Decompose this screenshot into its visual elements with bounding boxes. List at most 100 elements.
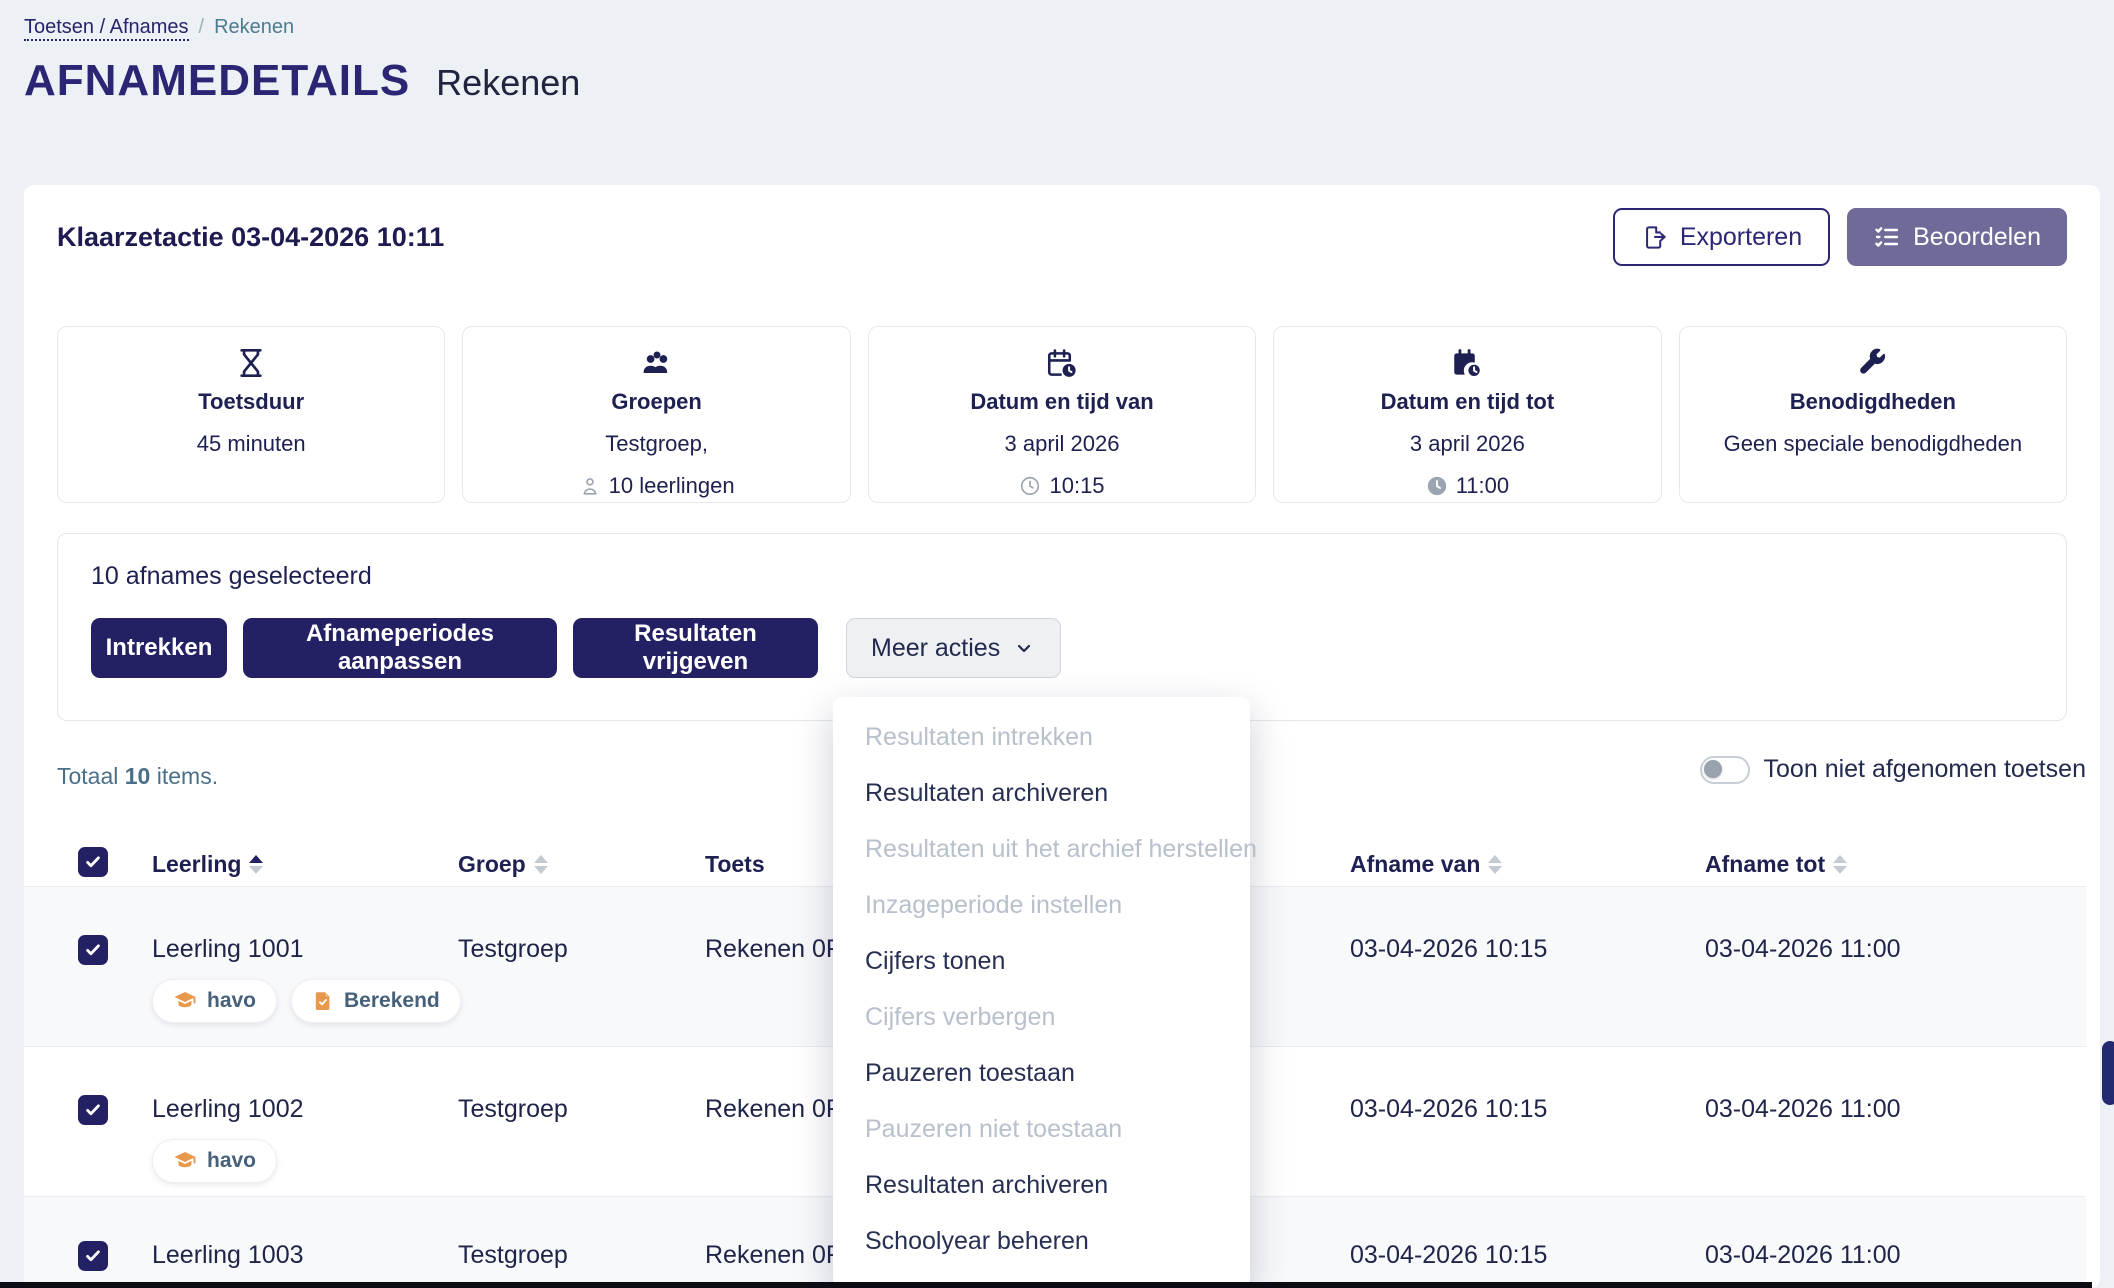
users-icon bbox=[463, 347, 849, 381]
clock-icon bbox=[1019, 475, 1041, 497]
row-checkbox[interactable] bbox=[78, 1095, 108, 1125]
info-card-value: 3 april 2026 bbox=[1409, 431, 1525, 456]
review-button-label: Beoordelen bbox=[1913, 222, 2041, 251]
toggle-knob bbox=[1703, 759, 1722, 778]
document-check-icon bbox=[312, 990, 334, 1012]
calendar-clock-icon bbox=[869, 347, 1255, 381]
afname-van-cell: 03-04-2026 10:15 bbox=[1350, 935, 1548, 963]
info-card-toetsduur: Toetsduur 45 minuten bbox=[57, 326, 446, 503]
breadcrumb-link-toetsen-afnames[interactable]: Toetsen / Afnames bbox=[24, 16, 189, 41]
berekend-badge: Berekend bbox=[291, 979, 461, 1023]
show-not-taken-toggle-row: Toon niet afgenomen toetsen bbox=[1699, 755, 2086, 784]
column-header-toets[interactable]: Toets bbox=[705, 851, 765, 877]
menu-item-cijfers-tonen[interactable]: Cijfers tonen bbox=[865, 946, 1006, 975]
groep-cell: Testgroep bbox=[458, 1241, 568, 1269]
badges: havo Berekend bbox=[152, 979, 461, 1023]
info-card-subvalue-text: 10 leerlingen bbox=[608, 473, 735, 498]
page-title: AFNAMEDETAILS bbox=[24, 56, 411, 105]
file-export-icon bbox=[1641, 224, 1668, 251]
sort-icon bbox=[249, 855, 264, 874]
graduation-cap-icon bbox=[173, 989, 197, 1013]
info-card-benodigdheden: Benodigdheden Geen speciale benodigdhede… bbox=[1678, 326, 2068, 503]
menu-item-pauzeren-toestaan[interactable]: Pauzeren toestaan bbox=[865, 1058, 1075, 1087]
info-card-label: Benodigdheden bbox=[1789, 389, 1956, 414]
column-header-groep[interactable]: Groep bbox=[458, 851, 548, 878]
menu-item-resultaten-archiveren[interactable]: Resultaten archiveren bbox=[865, 778, 1109, 807]
breadcrumb-separator: / bbox=[198, 16, 205, 38]
person-icon bbox=[579, 475, 601, 497]
review-button[interactable]: Beoordelen bbox=[1847, 208, 2067, 266]
info-card-subvalue-text: 10:15 bbox=[1049, 473, 1105, 498]
column-header-afname-van[interactable]: Afname van bbox=[1350, 851, 1503, 878]
menu-item-schoolyear-beheren[interactable]: Schoolyear beheren bbox=[865, 1226, 1089, 1255]
more-actions-menu: Resultaten intrekken Resultaten archiver… bbox=[833, 697, 1257, 1288]
info-cards: Toetsduur 45 minuten Groepen Testgroep, bbox=[57, 326, 2068, 503]
menu-item-cijfers-verbergen: Cijfers verbergen bbox=[865, 1002, 1056, 1031]
column-header-afname-tot[interactable]: Afname tot bbox=[1705, 851, 1848, 878]
scrollbar-thumb[interactable] bbox=[2102, 1041, 2114, 1105]
afname-van-cell: 03-04-2026 10:15 bbox=[1350, 1095, 1548, 1123]
badges: havo bbox=[152, 1139, 278, 1183]
info-card-subvalue: 11:00 bbox=[1426, 473, 1509, 499]
calendar-clock-filled-icon bbox=[1274, 347, 1660, 381]
resultaten-vrijgeven-button[interactable]: Resultaten vrijgeven bbox=[573, 618, 818, 678]
havo-badge: havo bbox=[152, 979, 278, 1023]
card-header: Klaarzetactie 03-04-2026 10:11 Exportere… bbox=[57, 208, 2067, 266]
show-not-taken-toggle[interactable] bbox=[1699, 755, 1750, 784]
total-items-text: Totaal 10 items. bbox=[57, 763, 218, 790]
menu-item-pauzeren-niet-toestaan: Pauzeren niet toestaan bbox=[865, 1114, 1123, 1143]
menu-item-resultaten-archiveren-2[interactable]: Resultaten archiveren bbox=[865, 1170, 1109, 1199]
menu-item-resultaten-uit-archief-herstellen: Resultaten uit het archief herstellen bbox=[865, 834, 1257, 863]
info-card-value: 3 april 2026 bbox=[1004, 431, 1120, 456]
row-checkbox[interactable] bbox=[78, 1241, 108, 1271]
info-card-datum-van: Datum en tijd van 3 april 2026 10:15 bbox=[867, 326, 1257, 503]
select-all-checkbox[interactable] bbox=[78, 847, 108, 877]
info-card-value: Testgroep, bbox=[605, 431, 708, 456]
export-button[interactable]: Exporteren bbox=[1612, 208, 1831, 266]
export-button-label: Exporteren bbox=[1679, 222, 1803, 251]
more-actions-button[interactable]: Meer acties bbox=[846, 618, 1062, 678]
info-card-subvalue: 10 leerlingen bbox=[579, 473, 735, 499]
sort-icon bbox=[533, 855, 548, 874]
intrekken-button[interactable]: Intrekken bbox=[91, 618, 227, 678]
info-card-value: 45 minuten bbox=[196, 431, 306, 456]
afname-tot-cell: 03-04-2026 11:00 bbox=[1705, 1095, 1901, 1123]
info-card-value: Geen speciale benodigdheden bbox=[1723, 431, 2023, 456]
afnameperiodes-aanpassen-button[interactable]: Afnameperiodes aanpassen bbox=[243, 618, 557, 678]
clock-filled-icon bbox=[1426, 475, 1448, 497]
leerling-name: Leerling 1003 bbox=[152, 1241, 304, 1269]
wrench-icon bbox=[1680, 347, 2066, 381]
menu-item-resultaten-intrekken: Resultaten intrekken bbox=[865, 722, 1093, 751]
table-header: Leerling Groep Toets Afname van Afname t… bbox=[24, 845, 2086, 886]
groep-cell: Testgroep bbox=[458, 1095, 568, 1123]
more-actions-label: Meer acties bbox=[871, 633, 1001, 662]
info-card-subvalue-text: 11:00 bbox=[1455, 473, 1510, 498]
info-card-groepen: Groepen Testgroep, 10 leerlingen bbox=[462, 326, 851, 503]
sort-icon bbox=[1833, 855, 1848, 874]
info-card-datum-tot: Datum en tijd tot 3 april 2026 11:00 bbox=[1273, 326, 1662, 503]
afname-van-cell: 03-04-2026 10:15 bbox=[1350, 1241, 1548, 1269]
info-card-label: Toetsduur bbox=[198, 389, 305, 414]
afname-tot-cell: 03-04-2026 11:00 bbox=[1705, 1241, 1901, 1269]
toets-cell: Rekenen 0F - bbox=[705, 935, 857, 963]
page-subtitle: Rekenen bbox=[436, 62, 581, 103]
breadcrumb-current: Rekenen bbox=[214, 16, 295, 38]
info-card-label: Groepen bbox=[611, 389, 702, 414]
selection-panel: 10 afnames geselecteerd Intrekken Afname… bbox=[57, 533, 2067, 721]
column-header-leerling[interactable]: Leerling bbox=[152, 851, 264, 878]
header-actions: Exporteren Beoordelen bbox=[1612, 208, 2067, 266]
total-count: 10 bbox=[124, 763, 151, 789]
detail-card: Klaarzetactie 03-04-2026 10:11 Exportere… bbox=[24, 185, 2100, 1288]
bottom-edge bbox=[0, 1282, 2092, 1288]
toggle-label: Toon niet afgenomen toetsen bbox=[1763, 755, 2086, 783]
graduation-cap-icon bbox=[173, 1149, 197, 1173]
row-checkbox[interactable] bbox=[78, 935, 108, 965]
leerling-name: Leerling 1001 bbox=[152, 935, 304, 963]
title-row: AFNAMEDETAILS Rekenen bbox=[24, 56, 580, 106]
breadcrumb: Toetsen / Afnames / Rekenen bbox=[24, 16, 294, 41]
selection-buttons: Intrekken Afnameperiodes aanpassen Resul… bbox=[91, 618, 1062, 678]
menu-item-inzageperiode-instellen: Inzageperiode instellen bbox=[865, 890, 1123, 919]
havo-badge: havo bbox=[152, 1139, 278, 1183]
hourglass-icon bbox=[58, 347, 444, 381]
